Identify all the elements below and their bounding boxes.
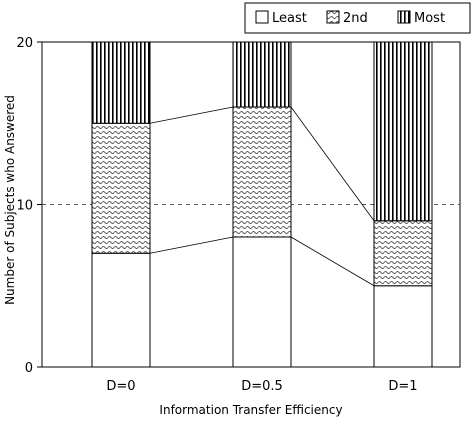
bar-segment-2nd — [91, 122, 151, 254]
x-axis-label: Information Transfer Efficiency — [159, 403, 342, 417]
legend-box — [244, 2, 471, 34]
connector-line — [290, 106, 375, 221]
connector-line — [149, 236, 234, 254]
bar-segment-2nd — [232, 106, 292, 238]
bar-segment-most — [91, 41, 151, 124]
x-tick-label: D=1 — [388, 379, 417, 394]
bar-segment-most — [373, 41, 433, 222]
x-tick-label: D=0 — [106, 379, 135, 394]
x-axis: D=0 D=0.5 D=1 — [106, 379, 417, 394]
legend-label-2nd: 2nd — [343, 11, 368, 26]
legend-label-least: Least — [272, 11, 307, 26]
legend-swatch-2nd — [326, 10, 340, 24]
legend-label-most: Most — [414, 11, 445, 26]
legend-swatch-most — [397, 10, 411, 24]
y-tick-label: 10 — [16, 199, 33, 214]
x-tick-label: D=0.5 — [241, 379, 283, 394]
bar-segment-least — [373, 285, 433, 368]
connector-lines — [149, 106, 375, 287]
connector-line — [290, 236, 375, 287]
bar-group — [91, 41, 433, 368]
bar-segment-least — [232, 236, 292, 368]
legend-swatch-least — [255, 10, 269, 24]
y-tick-label: 0 — [25, 361, 33, 376]
y-axis: 0 10 20 — [16, 36, 42, 376]
legend: Least 2nd Most — [244, 2, 471, 34]
y-tick-label: 20 — [16, 36, 33, 51]
bar-segment-most — [232, 41, 292, 108]
y-axis-label: Number of Subjects who Answered — [3, 95, 17, 305]
bar-segment-2nd — [373, 220, 433, 287]
connector-line — [149, 106, 234, 124]
bar-segment-least — [91, 252, 151, 368]
